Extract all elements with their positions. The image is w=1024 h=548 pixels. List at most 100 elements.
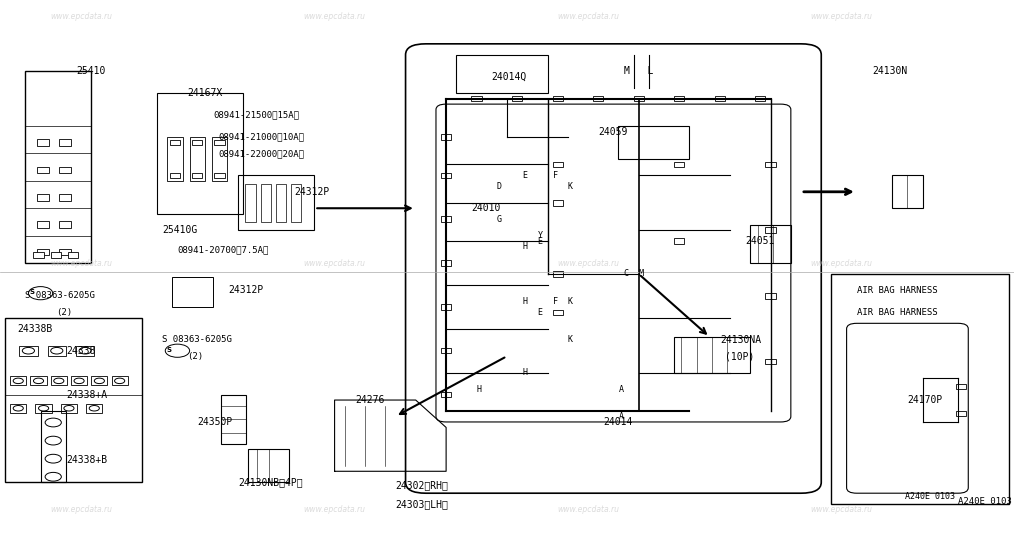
Bar (10, 376, 27, 385)
Text: C  M: C M (624, 270, 643, 278)
Bar (189, 137, 205, 181)
Bar (31, 376, 47, 385)
Text: www.epcdata.ru: www.epcdata.ru (557, 259, 620, 267)
Bar (58, 139, 71, 146)
Bar (291, 184, 301, 222)
Bar (471, 96, 481, 101)
Text: A: A (618, 385, 624, 393)
Bar (553, 310, 563, 315)
Bar (512, 96, 522, 101)
Bar (766, 227, 775, 233)
Bar (10, 404, 27, 413)
Bar (51, 376, 67, 385)
Text: www.epcdata.ru: www.epcdata.ru (811, 12, 872, 21)
Bar (674, 238, 684, 244)
Bar (212, 137, 227, 181)
Text: AIR BAG HARNESS: AIR BAG HARNESS (857, 286, 937, 295)
Text: 24312P: 24312P (228, 286, 263, 295)
Circle shape (29, 287, 52, 300)
Circle shape (45, 418, 61, 427)
Bar (553, 271, 563, 277)
Bar (441, 392, 452, 397)
Bar (37, 167, 49, 173)
Text: K: K (567, 335, 572, 344)
Bar (5, 318, 142, 482)
Text: 24130N: 24130N (872, 66, 907, 76)
Bar (239, 175, 314, 230)
Bar (553, 200, 563, 206)
Circle shape (51, 347, 62, 354)
Bar (86, 404, 102, 413)
Text: 24312P: 24312P (294, 187, 330, 197)
Circle shape (45, 454, 61, 463)
Text: 25410G: 25410G (162, 225, 198, 235)
Text: Y: Y (538, 231, 543, 240)
Bar (766, 293, 775, 299)
Text: 24167X: 24167X (187, 88, 223, 98)
Bar (76, 346, 94, 356)
Text: K: K (567, 297, 572, 306)
Circle shape (39, 406, 49, 411)
Text: 24302【RH】: 24302【RH】 (395, 480, 449, 490)
Text: E: E (538, 308, 543, 317)
Bar (170, 140, 180, 145)
Bar (51, 252, 60, 258)
Text: M   L: M L (624, 66, 653, 76)
Bar (441, 173, 452, 178)
Text: H: H (522, 297, 527, 306)
Text: 24130NA: 24130NA (720, 335, 761, 345)
Text: 24051: 24051 (745, 236, 774, 246)
Bar (41, 411, 66, 482)
Text: www.epcdata.ru: www.epcdata.ru (303, 12, 366, 21)
Text: K: K (567, 182, 572, 191)
Bar (58, 194, 71, 201)
Text: AIR BAG HARNESS: AIR BAG HARNESS (857, 308, 937, 317)
Text: S: S (30, 289, 35, 295)
Bar (193, 173, 203, 178)
Circle shape (45, 472, 61, 481)
Bar (892, 175, 923, 208)
Bar (214, 173, 224, 178)
Text: 24338+B: 24338+B (66, 455, 108, 465)
Bar (756, 96, 766, 101)
Bar (36, 404, 51, 413)
Text: 24338+A: 24338+A (66, 390, 108, 399)
Bar (167, 137, 182, 181)
Text: www.epcdata.ru: www.epcdata.ru (811, 259, 872, 267)
Bar (553, 162, 563, 167)
Bar (553, 96, 563, 101)
Text: G: G (497, 215, 502, 224)
Circle shape (45, 436, 61, 445)
Bar (68, 252, 78, 258)
Text: 08941-20700、7.5A】: 08941-20700、7.5A】 (177, 245, 269, 254)
Text: 24338B: 24338B (17, 324, 52, 334)
Circle shape (74, 378, 84, 384)
Bar (221, 395, 247, 444)
Bar (58, 221, 71, 228)
Bar (34, 252, 44, 258)
Circle shape (23, 347, 35, 354)
Text: E: E (522, 171, 527, 180)
Text: www.epcdata.ru: www.epcdata.ru (303, 505, 366, 514)
Text: (2): (2) (187, 352, 204, 361)
Text: 08941-22000【20A】: 08941-22000【20A】 (218, 149, 304, 158)
Bar (172, 277, 213, 307)
Text: www.epcdata.ru: www.epcdata.ru (557, 12, 620, 21)
Bar (441, 134, 452, 140)
Circle shape (13, 378, 24, 384)
Text: www.epcdata.ru: www.epcdata.ru (303, 259, 366, 267)
Bar (751, 225, 791, 263)
Bar (441, 348, 452, 353)
Text: 24014Q: 24014Q (492, 72, 527, 82)
Text: 24010: 24010 (471, 203, 501, 213)
Bar (37, 221, 49, 228)
Bar (58, 249, 71, 255)
Text: S: S (167, 347, 172, 352)
Bar (275, 184, 286, 222)
Text: www.epcdata.ru: www.epcdata.ru (50, 12, 112, 21)
Circle shape (53, 378, 63, 384)
Bar (60, 404, 77, 413)
Text: 24350P: 24350P (198, 417, 233, 427)
Bar (956, 384, 967, 389)
Circle shape (79, 347, 91, 354)
